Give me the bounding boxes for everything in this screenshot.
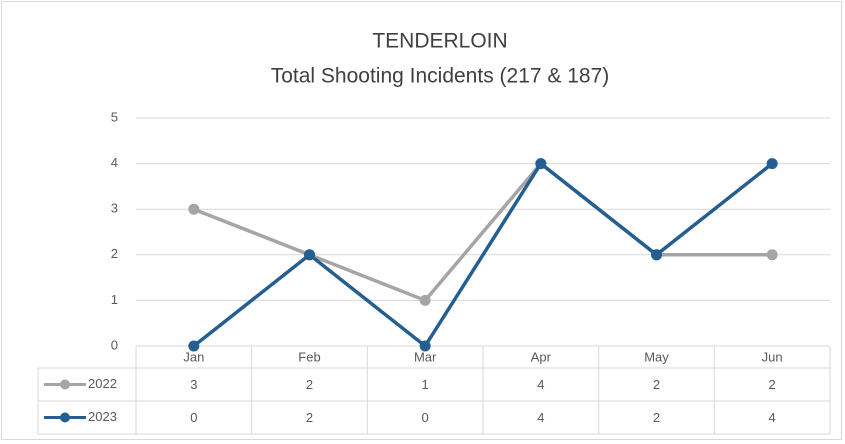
series-marker — [651, 249, 662, 261]
series-marker — [188, 203, 200, 215]
x-tick-label: May — [644, 349, 669, 364]
table-value: 2 — [306, 410, 313, 425]
x-tick-label: Feb — [298, 349, 320, 364]
series-marker — [766, 249, 778, 261]
table-value: 0 — [190, 410, 197, 425]
series-marker — [535, 158, 547, 170]
table-value: 2 — [653, 410, 660, 425]
table-value: 2 — [653, 377, 660, 392]
table-value: 4 — [769, 410, 776, 425]
series-marker — [188, 340, 200, 352]
x-tick-label: Jun — [762, 349, 783, 364]
data-table: Jan Feb Mar Apr May Jun 2022 3 2 1 4 2 2 2023 0 2 0 4 2 4 — [37, 346, 831, 435]
series-marker — [419, 294, 431, 306]
legend-label: 2022 — [88, 376, 117, 391]
series-marker — [766, 158, 778, 170]
table-value: 1 — [422, 377, 429, 392]
y-tick-label: 5 — [111, 109, 118, 124]
series-line — [192, 161, 774, 348]
legend-marker — [60, 379, 70, 390]
table-value: 2 — [306, 377, 313, 392]
chart-title: TENDERLOIN — [372, 30, 507, 53]
table-value: 4 — [537, 410, 544, 425]
x-tick-label: Apr — [531, 349, 552, 364]
series-line — [193, 161, 773, 303]
table-value: 2 — [769, 377, 776, 392]
plot — [188, 158, 778, 352]
legend-marker — [60, 412, 70, 423]
y-tick-label: 2 — [111, 246, 118, 261]
x-tick-label: Mar — [414, 349, 437, 364]
y-tick-label: 3 — [111, 201, 118, 216]
y-tick-label: 1 — [111, 292, 118, 307]
table-value: 0 — [422, 410, 429, 425]
series-marker — [304, 249, 315, 261]
y-tick-label: 0 — [111, 337, 118, 352]
chart-subtitle: Total Shooting Incidents (217 & 187) — [271, 65, 610, 88]
y-tick-label: 4 — [111, 155, 118, 170]
table-value: 3 — [190, 377, 197, 392]
series-marker — [419, 340, 431, 352]
x-tick-label: Jan — [183, 349, 204, 364]
legend-label: 2023 — [88, 409, 117, 424]
table-value: 4 — [537, 377, 544, 392]
